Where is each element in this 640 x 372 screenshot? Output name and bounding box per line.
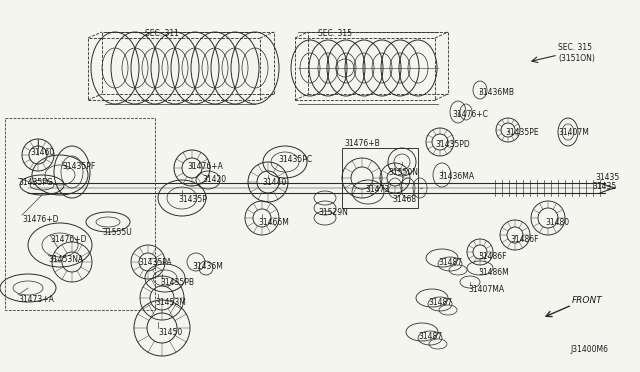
Text: 31435PD: 31435PD xyxy=(435,140,470,149)
Text: 31486M: 31486M xyxy=(478,268,509,277)
Text: 31435: 31435 xyxy=(595,173,620,182)
Text: 31436MB: 31436MB xyxy=(478,88,514,97)
Text: 31436MA: 31436MA xyxy=(438,172,474,181)
Text: 31473+A: 31473+A xyxy=(18,295,54,304)
Text: 31435: 31435 xyxy=(592,182,616,191)
Text: 31476+C: 31476+C xyxy=(452,110,488,119)
Text: SEC. 311: SEC. 311 xyxy=(145,29,179,38)
Text: SEC. 315: SEC. 315 xyxy=(558,43,592,52)
Text: 31435PC: 31435PC xyxy=(278,155,312,164)
Text: 31435PA: 31435PA xyxy=(138,258,172,267)
Text: 31486F: 31486F xyxy=(510,235,538,244)
Text: 31460: 31460 xyxy=(30,148,54,157)
Text: 31453M: 31453M xyxy=(155,298,186,307)
Text: 31480: 31480 xyxy=(545,218,569,227)
Text: 31550N: 31550N xyxy=(388,168,418,177)
Text: (3151ON): (3151ON) xyxy=(558,54,595,63)
Text: 31473: 31473 xyxy=(365,185,389,194)
Text: 31435P: 31435P xyxy=(178,195,207,204)
Text: 31476+D: 31476+D xyxy=(50,235,86,244)
Text: 31529N: 31529N xyxy=(318,208,348,217)
Text: 31420: 31420 xyxy=(202,175,226,184)
Text: FRONT: FRONT xyxy=(572,296,603,305)
Text: 31487: 31487 xyxy=(428,298,452,307)
Text: 31476+B: 31476+B xyxy=(344,139,380,148)
Text: 31466M: 31466M xyxy=(258,218,289,227)
Text: 31486F: 31486F xyxy=(478,252,506,261)
Text: 31407MA: 31407MA xyxy=(468,285,504,294)
Text: 31435PE: 31435PE xyxy=(505,128,539,137)
Text: 31487: 31487 xyxy=(418,332,442,341)
Text: 31487: 31487 xyxy=(438,258,462,267)
Text: 31450: 31450 xyxy=(158,328,182,337)
Text: 31407M: 31407M xyxy=(558,128,589,137)
Text: 31440: 31440 xyxy=(262,178,286,187)
Text: 31453NA: 31453NA xyxy=(48,255,83,264)
Text: 31555U: 31555U xyxy=(102,228,132,237)
Text: 31435PF: 31435PF xyxy=(62,162,95,171)
Text: 31468: 31468 xyxy=(392,195,416,204)
Text: 31435PG: 31435PG xyxy=(18,178,52,187)
Text: 31476+A: 31476+A xyxy=(187,162,223,171)
Text: 31435PB: 31435PB xyxy=(160,278,194,287)
Text: J31400M6: J31400M6 xyxy=(570,345,608,354)
Text: 31476+D: 31476+D xyxy=(22,215,58,224)
Text: SEC. 315: SEC. 315 xyxy=(318,29,352,38)
Text: 31436M: 31436M xyxy=(192,262,223,271)
